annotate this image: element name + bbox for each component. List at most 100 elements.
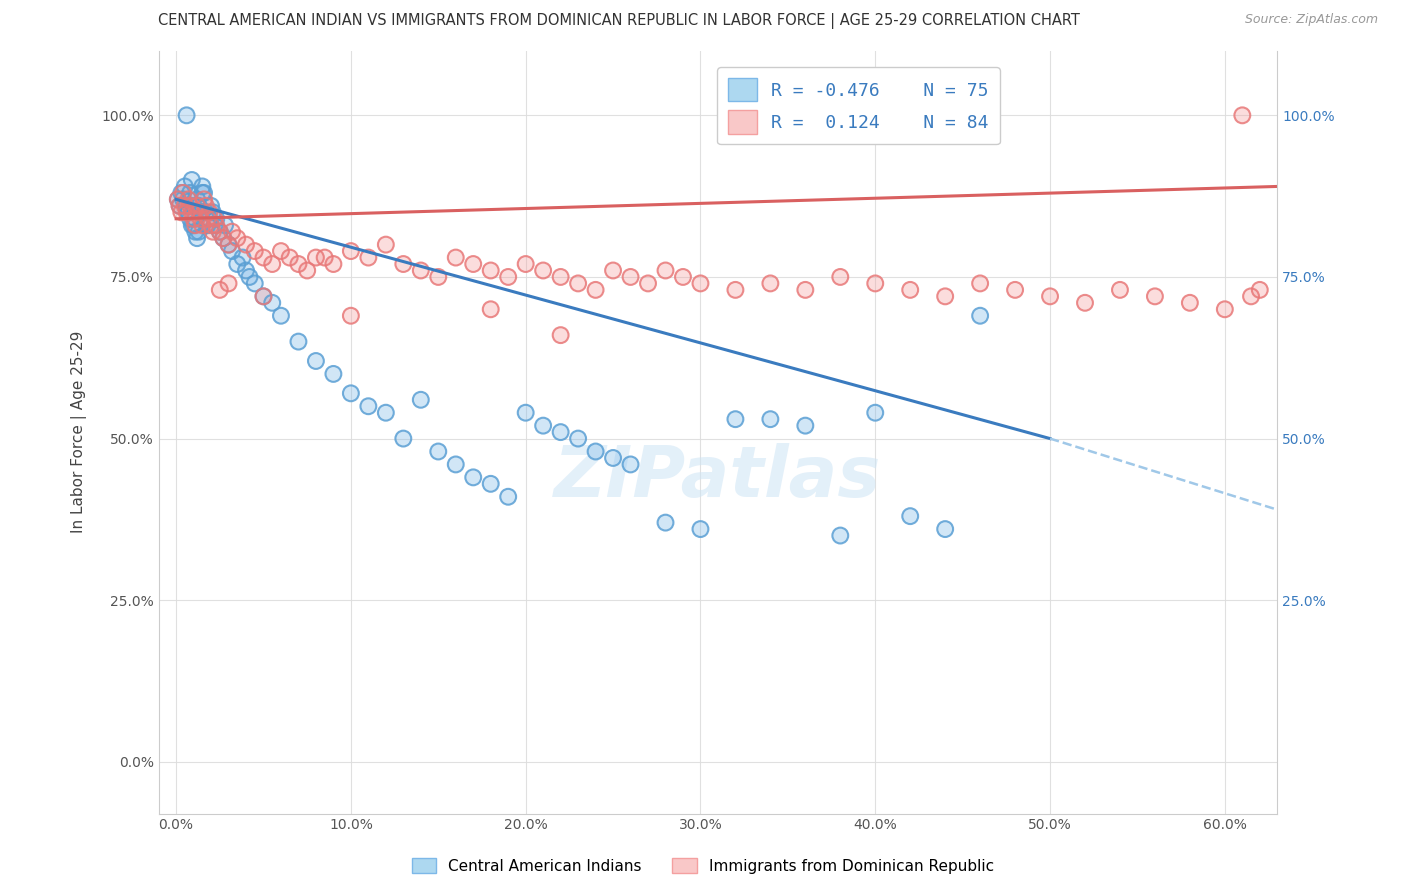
Point xyxy=(191,179,214,194)
Point xyxy=(172,193,194,207)
Point xyxy=(235,263,257,277)
Point xyxy=(672,269,695,284)
Point xyxy=(204,211,226,226)
Point xyxy=(235,237,257,252)
Point xyxy=(173,199,195,213)
Point xyxy=(184,211,207,226)
Point xyxy=(198,211,221,226)
Point xyxy=(208,283,231,297)
Point xyxy=(186,193,208,207)
Point xyxy=(194,205,217,219)
Point xyxy=(409,263,432,277)
Point xyxy=(173,199,195,213)
Point xyxy=(898,509,921,524)
Point xyxy=(550,269,572,284)
Point xyxy=(226,257,249,271)
Point xyxy=(172,186,194,200)
Point xyxy=(444,251,467,265)
Point xyxy=(357,251,380,265)
Point xyxy=(172,193,194,207)
Point xyxy=(252,251,274,265)
Point xyxy=(179,199,201,213)
Point xyxy=(193,186,215,200)
Point xyxy=(567,277,589,291)
Point xyxy=(1178,295,1201,310)
Point xyxy=(794,283,817,297)
Point xyxy=(270,244,292,258)
Point xyxy=(689,522,711,536)
Point xyxy=(340,386,363,401)
Point xyxy=(1074,295,1097,310)
Point xyxy=(194,205,217,219)
Text: ZIPatlas: ZIPatlas xyxy=(554,443,882,512)
Point xyxy=(1213,302,1236,317)
Point xyxy=(179,211,201,226)
Point xyxy=(409,392,432,407)
Point xyxy=(1232,108,1254,122)
Point xyxy=(759,277,782,291)
Point xyxy=(252,251,274,265)
Point xyxy=(208,225,231,239)
Point xyxy=(191,219,214,233)
Point xyxy=(619,458,641,472)
Point xyxy=(1039,289,1062,303)
Point xyxy=(287,257,309,271)
Point xyxy=(169,199,191,213)
Point xyxy=(187,205,209,219)
Point xyxy=(830,269,852,284)
Point xyxy=(278,251,301,265)
Point xyxy=(193,193,215,207)
Point xyxy=(177,205,200,219)
Point xyxy=(186,199,208,213)
Point xyxy=(243,244,266,258)
Point xyxy=(231,251,253,265)
Point xyxy=(193,186,215,200)
Point xyxy=(1004,283,1026,297)
Point xyxy=(1143,289,1166,303)
Point xyxy=(179,186,201,200)
Point xyxy=(602,263,624,277)
Point xyxy=(585,283,607,297)
Point xyxy=(392,257,415,271)
Point xyxy=(238,269,260,284)
Point xyxy=(183,211,205,226)
Point xyxy=(1249,283,1271,297)
Point xyxy=(179,186,201,200)
Point xyxy=(187,225,209,239)
Point xyxy=(567,432,589,446)
Point xyxy=(305,251,328,265)
Point xyxy=(212,231,235,245)
Point xyxy=(173,179,195,194)
Point xyxy=(898,283,921,297)
Point xyxy=(180,205,202,219)
Point xyxy=(186,199,208,213)
Point xyxy=(201,205,224,219)
Point xyxy=(830,528,852,542)
Point xyxy=(183,199,205,213)
Point xyxy=(496,490,519,504)
Point xyxy=(759,412,782,426)
Point xyxy=(214,219,236,233)
Point xyxy=(496,269,519,284)
Point xyxy=(190,205,212,219)
Point xyxy=(221,244,243,258)
Point xyxy=(180,173,202,187)
Point xyxy=(314,251,336,265)
Point xyxy=(585,444,607,458)
Point xyxy=(194,199,217,213)
Point xyxy=(392,432,415,446)
Point xyxy=(243,244,266,258)
Point xyxy=(1240,289,1263,303)
Point xyxy=(205,219,228,233)
Point xyxy=(198,205,221,219)
Point xyxy=(654,263,676,277)
Point xyxy=(262,257,284,271)
Point xyxy=(218,237,240,252)
Point xyxy=(374,237,396,252)
Point xyxy=(204,219,226,233)
Point xyxy=(187,199,209,213)
Point xyxy=(934,522,956,536)
Point xyxy=(183,211,205,226)
Point xyxy=(166,193,188,207)
Point xyxy=(177,205,200,219)
